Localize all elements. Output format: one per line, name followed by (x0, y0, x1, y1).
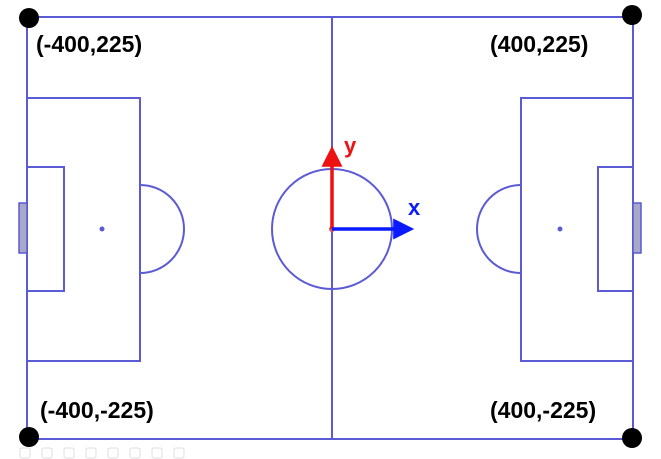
corner-label-top-left: (-400,225) (36, 31, 143, 57)
toolbar-ghost-icon (19, 447, 31, 459)
toolbar-ghost-icon (173, 447, 185, 459)
left-penalty-area (26, 97, 141, 362)
toolbar-ghost-icon (107, 447, 119, 459)
toolbar-ghost-icon (85, 447, 97, 459)
left-goal (18, 202, 28, 254)
right-goal (632, 202, 642, 254)
right-penalty-spot (557, 226, 563, 232)
x-axis-label: x (408, 195, 421, 220)
y-axis-label: y (344, 133, 357, 158)
right-penalty-area (520, 97, 634, 362)
left-penalty-spot (99, 226, 105, 232)
corner-dot-bottom-right (622, 428, 642, 448)
corner-label-top-right: (400,225) (490, 31, 589, 57)
corner-dot-top-right (622, 5, 642, 25)
corner-label-bottom-left: (-400,-225) (40, 397, 154, 423)
corner-dot-top-left (19, 8, 39, 28)
toolbar-ghost-icon (41, 447, 53, 459)
toolbar-ghost-icon (151, 447, 163, 459)
left-goal-area (26, 166, 65, 292)
left-penalty-arc (139, 184, 185, 274)
right-goal-area (597, 166, 634, 292)
right-penalty-arc (476, 184, 522, 274)
toolbar-ghost-icon (63, 447, 75, 459)
corner-label-bottom-right: (400,-225) (490, 397, 597, 423)
faint-toolbar-strip (19, 447, 185, 459)
corner-dot-bottom-left (19, 427, 39, 447)
toolbar-ghost-icon (129, 447, 141, 459)
